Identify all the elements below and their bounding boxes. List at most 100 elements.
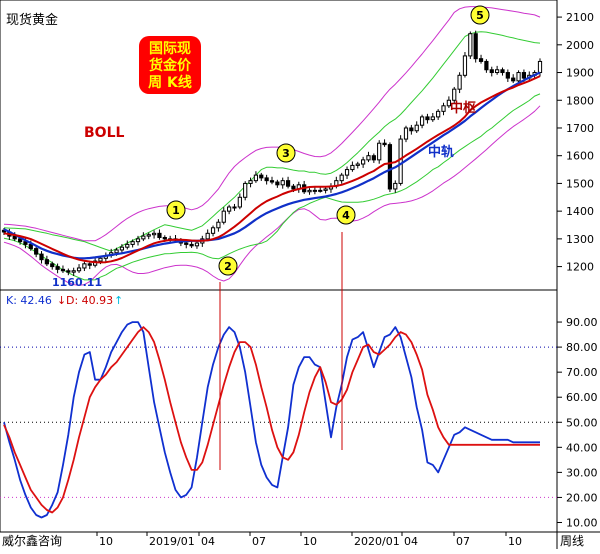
candle-body [307,189,312,193]
candle-body [264,177,269,182]
candle-body [210,227,216,234]
candle-body [446,99,451,107]
candle-body [141,235,146,240]
time-tick-label: 10 [303,535,317,548]
candle-body [355,163,360,166]
marker-circle-4 [336,205,356,225]
d-legend-label: D: 40.93 [66,294,113,307]
time-axis-ticks: 10 2019/01 04 07 10 2020/01 04 07 10 [96,532,522,548]
candle-body [484,60,489,71]
candle-body [248,180,253,184]
candle-body [371,155,376,161]
k-line [3,321,540,519]
candle-body [452,88,457,101]
candle-body [403,127,409,140]
candle-body [291,185,296,190]
candle-body [430,116,435,121]
candle-body [76,267,82,272]
candle-body [377,142,382,161]
kd-tick-label: 10.00 [566,516,598,529]
candle-body [489,69,494,74]
time-tick-label: 04 [404,535,418,548]
candle-body [387,144,393,190]
candle-body [280,180,285,186]
time-tick-label: 2019/01 [149,535,195,548]
candle-body [253,174,259,182]
time-tick-label: 04 [201,535,215,548]
price-tick-label: 2000 [566,39,594,52]
candle-body [473,33,478,60]
track-label: 中轨 [428,144,454,160]
candle-body [44,259,49,265]
price-tick-label: 1200 [566,261,594,274]
candle-body [184,242,189,245]
candle-body [114,249,119,254]
kd-lines [3,321,540,519]
candle-body [71,270,76,273]
marker-circle-3 [276,143,296,163]
candle-body [414,124,419,132]
boll-bands [3,6,541,286]
d-line [3,326,540,514]
marker-circle-1 [166,200,186,220]
candle-body [243,182,248,198]
low-value-label: 1160.11 [52,276,102,289]
inner-upper-band [3,31,541,252]
time-tick-label: 10 [508,535,522,548]
candle-body [55,266,60,270]
boll-lines [3,71,541,264]
candle-body [194,242,200,247]
price-tick-label: 2100 [566,11,594,24]
kd-tick-label: 60.00 [566,391,598,404]
kd-tick-label: 40.00 [566,441,598,454]
candle-body [516,72,521,82]
price-panel-frame [0,0,558,291]
candle-body [87,263,92,266]
d-legend-arrow: ↑ [114,294,123,307]
candle-body [457,74,462,90]
indicator-label: BOLL [84,125,124,141]
period-label: 周线 [560,534,584,548]
marker-label-2: 2 [224,260,232,273]
candle-body [269,180,275,183]
candle-body [82,263,87,269]
candle-body [419,116,425,126]
candle-body [34,248,39,255]
candle-body [462,55,468,76]
marker-label-4: 4 [342,209,350,222]
candle-body [275,181,280,186]
candle-body [50,263,55,268]
marker-circle-5 [470,5,490,25]
candle-body [339,174,344,182]
candle-body [66,270,71,273]
candle-body [12,235,17,240]
kd-axis-ticks: 10.00 20.00 30.00 40.00 50.00 60.00 70.00 80.00… [557,316,598,529]
candle-body [23,241,28,245]
candle-body [312,189,317,192]
candle-body [130,241,135,245]
mid-line [3,75,541,264]
price-tick-label: 1400 [566,205,594,218]
candle-body [398,138,403,184]
candle-body [500,69,505,74]
candle-body [205,232,210,240]
candle-body [232,206,237,209]
candle-body [409,127,414,132]
marker-label-1: 1 [172,204,180,217]
annotation-markers: 1 2 3 4 5 [166,5,490,470]
candle-body [162,236,167,240]
watermark-label: 威尔鑫咨询 [2,533,62,548]
mid-label: 中枢 [450,100,476,116]
k-legend-label: K: 42.46 [6,294,52,307]
time-tick-label: 10 [99,535,113,548]
candle-body [468,33,473,57]
candle-body [478,58,484,62]
marker-circle-2 [218,256,238,276]
candle-body [425,116,430,121]
marker-label-5: 5 [476,9,484,22]
candle-body [227,206,232,212]
candle-body [17,238,23,243]
instrument-title: 现货黄金 [6,12,58,28]
